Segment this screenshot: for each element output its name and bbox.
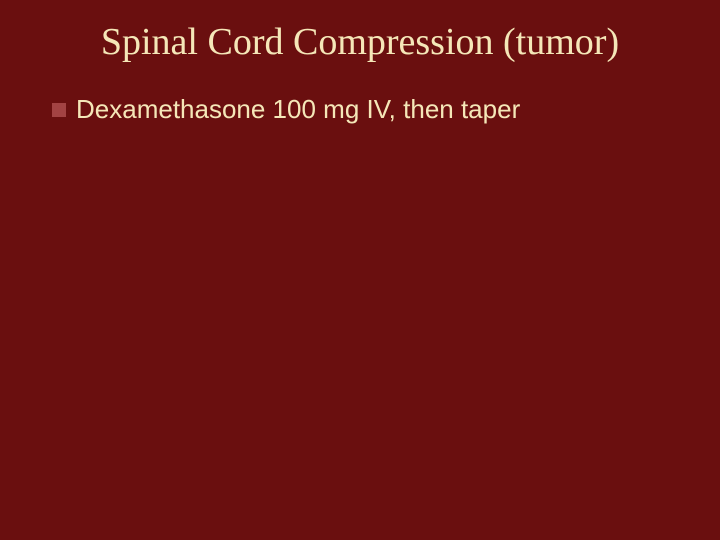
slide: Spinal Cord Compression (tumor) Dexameth… [0, 0, 720, 540]
bullet-square-icon [52, 103, 66, 117]
bullet-text: Dexamethasone 100 mg IV, then taper [76, 94, 520, 125]
bullet-row: Dexamethasone 100 mg IV, then taper [52, 94, 520, 125]
slide-title: Spinal Cord Compression (tumor) [0, 20, 720, 64]
